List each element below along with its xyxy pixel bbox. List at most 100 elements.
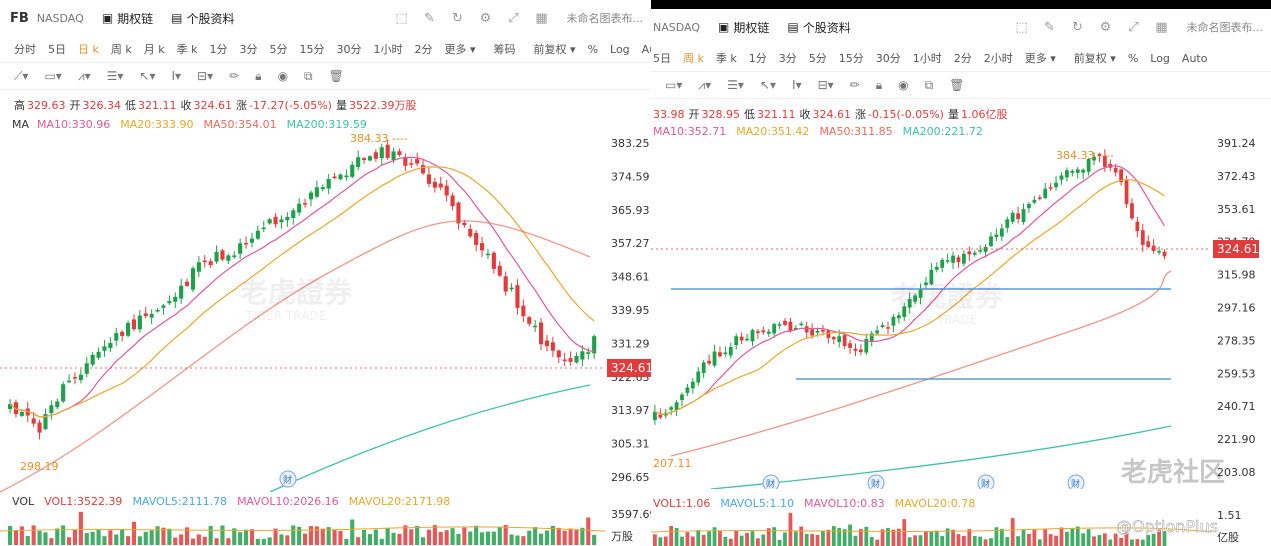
timeframe-item[interactable]: 2小时 <box>983 52 1013 65</box>
line-tool-icon[interactable]: ⟋▾ <box>14 68 29 83</box>
brush-icon[interactable]: ✏ <box>849 77 860 92</box>
volume-bar <box>685 532 690 546</box>
timeframe-item[interactable]: 30分 <box>875 52 901 65</box>
timeframe-item[interactable]: Log <box>1150 51 1170 65</box>
screenshot-icon[interactable]: ⬚ <box>395 10 408 26</box>
layout-name[interactable]: 未命名图表布... <box>1186 21 1264 34</box>
timeframe-item[interactable]: 前复权 ▾ <box>533 43 576 56</box>
eye-icon[interactable]: ◉ <box>277 68 289 83</box>
fib-tool-icon[interactable]: ☰▾ <box>727 77 744 92</box>
volume-bar <box>951 529 955 546</box>
fullscreen-icon[interactable]: ⤢ <box>508 10 519 26</box>
rect-tool-icon[interactable]: ▭▾ <box>665 77 683 92</box>
timeframe-item[interactable]: % <box>587 42 599 56</box>
candle-body <box>1097 153 1102 156</box>
volume-bar <box>232 528 237 545</box>
rect-tool-icon[interactable]: ▭▾ <box>44 68 62 83</box>
vol-axis: 3597.69 万股 <box>611 509 651 543</box>
settings-icon[interactable]: ⚙ <box>1099 19 1112 35</box>
layout-icon[interactable]: ▦ <box>535 10 548 26</box>
arrow-tool-icon[interactable]: ↖▾ <box>139 68 156 83</box>
edit-icon[interactable]: ✎ <box>424 10 435 26</box>
candle-body <box>924 282 928 285</box>
price-chart[interactable]: 391.24372.43353.61334.79315.98297.16278.… <box>651 121 1271 489</box>
text-tool-icon[interactable]: Ⅰ▾ <box>171 68 182 83</box>
profile-link[interactable]: ▤ 个股资料 <box>171 11 235 26</box>
ohlc-value: 324.61 <box>812 107 852 121</box>
candle-body <box>450 195 455 207</box>
refresh-icon[interactable]: ↻ <box>1072 19 1083 35</box>
timeframe-item[interactable]: Log <box>610 42 630 56</box>
timeframe-item[interactable]: 30分 <box>336 43 362 56</box>
timeframe-item[interactable]: 周 k <box>110 43 132 56</box>
volume-bar <box>1005 537 1010 546</box>
timeframe-item[interactable]: 15分 <box>838 52 864 65</box>
timeframe-item[interactable]: 更多 ▾ <box>444 43 476 56</box>
candle-body <box>951 255 955 263</box>
timeframe-item[interactable]: % <box>1127 51 1139 65</box>
timeframe-item[interactable]: 季 k <box>176 43 198 56</box>
measure-tool-icon[interactable]: ⊟▾ <box>817 77 834 92</box>
lock-icon[interactable]: 🔒︎ <box>255 68 262 83</box>
layout-icon[interactable]: ▦ <box>1155 19 1168 35</box>
volume-chart[interactable]: 1.51 亿股@OptionPlus <box>651 510 1271 546</box>
candle-body <box>167 300 172 304</box>
timeframe-item[interactable]: 5分 <box>808 52 827 65</box>
brush-icon[interactable]: ✏ <box>229 68 240 83</box>
volume-bar <box>367 534 373 545</box>
trash-icon[interactable]: 🗑︎ <box>949 77 965 92</box>
settings-icon[interactable]: ⚙ <box>479 10 492 26</box>
copy-icon[interactable]: ⧉ <box>304 68 313 83</box>
volume-bar <box>415 525 420 545</box>
timeframe-item[interactable]: 5日 <box>48 43 66 56</box>
timeframe-item[interactable]: 日 k <box>78 43 99 56</box>
timeframe-item[interactable]: 前复权 ▾ <box>1073 52 1116 65</box>
fullscreen-icon[interactable]: ⤢ <box>1128 19 1139 35</box>
timeframe-item[interactable]: 1小时 <box>912 52 942 65</box>
timeframe-item[interactable]: 1分 <box>209 43 228 56</box>
volume-bar <box>1054 535 1058 546</box>
profile-link[interactable]: ▤ 个股资料 <box>787 20 851 35</box>
timeframe-item[interactable]: 2分 <box>953 52 972 65</box>
timeframe-item[interactable]: Auto <box>1181 51 1208 65</box>
price-chart[interactable]: 383.25 374.59 365.93 357.27 348.61 339.95 331.… <box>0 132 651 492</box>
refresh-icon[interactable]: ↻ <box>452 10 463 26</box>
ma-label: MA <box>12 117 30 131</box>
symbol-label[interactable]: FB <box>10 10 29 26</box>
option-chain-link[interactable]: ▣ 期权链 <box>718 20 770 35</box>
timeframe-item[interactable]: 1小时 <box>373 43 403 56</box>
trash-icon[interactable]: 🗑︎ <box>328 68 344 83</box>
timeframe-item[interactable]: 1分 <box>748 52 767 65</box>
option-chain-link[interactable]: ▣ 期权链 <box>101 11 154 26</box>
pattern-tool-icon[interactable]: ⩘▾ <box>77 68 91 83</box>
ohlc-value: 324.61 <box>193 98 233 112</box>
timeframe-item[interactable]: 5分 <box>269 43 288 56</box>
layout-name[interactable]: 未命名图表布... <box>566 12 644 25</box>
price-tag-bg <box>1213 240 1259 258</box>
timeframe-item[interactable]: 3分 <box>778 52 797 65</box>
pattern-tool-icon[interactable]: ⩘▾ <box>698 77 712 92</box>
eye-icon[interactable]: ◉ <box>898 77 909 92</box>
timeframe-item[interactable]: 季 k <box>715 52 737 65</box>
volume-bar <box>462 527 467 545</box>
timeframe-item[interactable]: 2分 <box>414 43 433 56</box>
timeframe-item[interactable]: 更多 ▾ <box>1024 52 1056 65</box>
timeframe-item[interactable]: 月 k <box>143 43 165 56</box>
candle-body <box>989 236 993 246</box>
screenshot-icon[interactable]: ⬚ <box>1015 19 1028 35</box>
arrow-tool-icon[interactable]: ↖▾ <box>759 77 777 92</box>
fib-tool-icon[interactable]: ☰▾ <box>106 68 124 83</box>
volume-chart[interactable]: 3597.69 万股 <box>0 509 651 546</box>
timeframe-item[interactable]: 筹码 <box>493 43 516 56</box>
measure-tool-icon[interactable]: ⊟▾ <box>197 68 214 83</box>
timeframe-item[interactable]: 15分 <box>299 43 325 56</box>
copy-icon[interactable]: ⧉ <box>924 77 934 92</box>
text-tool-icon[interactable]: Ⅰ▾ <box>792 77 802 92</box>
edit-icon[interactable]: ✎ <box>1044 19 1055 35</box>
timeframe-item[interactable]: Auto <box>641 42 651 56</box>
timeframe-item[interactable]: 3分 <box>239 43 258 56</box>
timeframe-item[interactable]: 5日 <box>653 52 671 65</box>
lock-icon[interactable]: 🔒︎ <box>875 77 883 92</box>
timeframe-item[interactable]: 分时 <box>14 43 36 56</box>
timeframe-item[interactable]: 周 k <box>683 52 704 65</box>
